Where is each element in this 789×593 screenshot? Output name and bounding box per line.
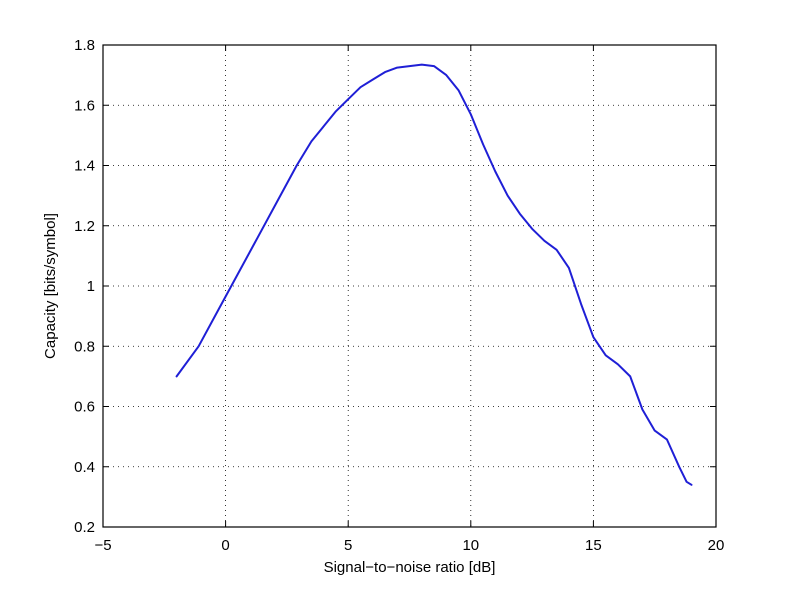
x-tick-label: 20: [708, 537, 725, 554]
y-tick-label: 0.2: [74, 519, 95, 536]
y-tick-label: 1.8: [74, 37, 95, 54]
x-tick-label: 10: [462, 537, 479, 554]
x-tick-label: −5: [94, 537, 111, 554]
x-axis-label: Signal−to−noise ratio [dB]: [324, 559, 496, 576]
y-tick-label: 1.6: [74, 97, 95, 114]
x-tick-label: 15: [585, 537, 602, 554]
y-axis-label: Capacity [bits/symbol]: [42, 213, 59, 359]
y-tick-label: 1: [87, 278, 95, 295]
series-layer: [175, 63, 693, 486]
y-tick-label: 1.4: [74, 158, 95, 175]
y-tick-label: 0.4: [74, 459, 95, 476]
x-tick-label: 5: [344, 537, 352, 554]
y-tick-label: 1.2: [74, 218, 95, 235]
x-tick-label: 0: [221, 537, 229, 554]
y-tick-label: 0.6: [74, 399, 95, 416]
y-tick-label: 0.8: [74, 338, 95, 355]
ticks: −5 0 5 10 15 20 0.2 0.4 0.6 0.8 1 1.2 1.4 1.6 1.8: [74, 37, 724, 554]
capacity-series-line: [175, 63, 693, 486]
